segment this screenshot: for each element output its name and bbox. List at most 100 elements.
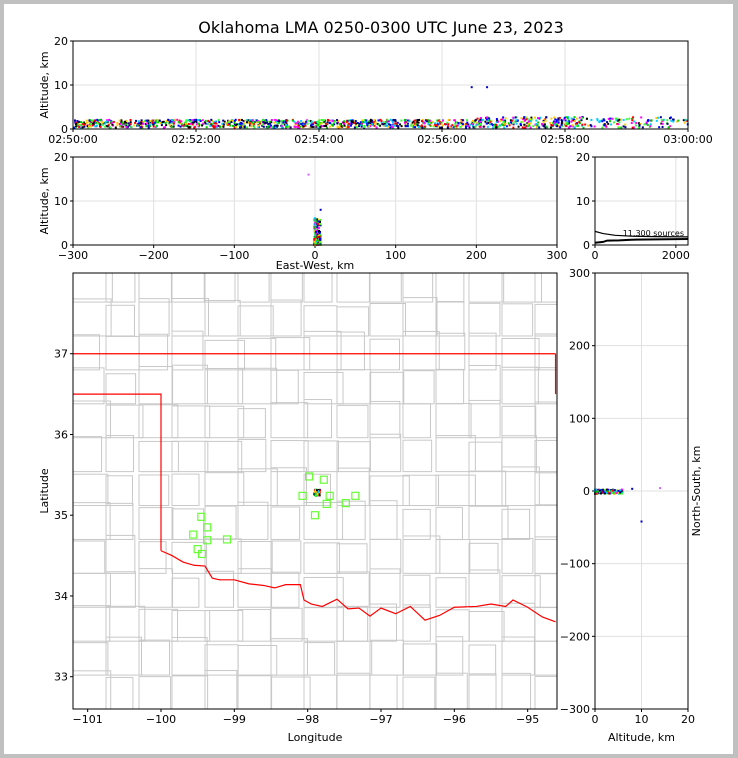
p1-source-point	[509, 119, 512, 122]
county-boundary	[402, 273, 434, 303]
p2-source-point	[317, 230, 320, 233]
p1-source-point	[556, 125, 559, 128]
p1-source-point	[581, 123, 584, 126]
county-boundary	[534, 640, 557, 676]
county-boundary	[402, 508, 431, 540]
p1-source-point	[436, 119, 439, 122]
p5-source-point	[617, 491, 620, 494]
p1-source-point	[406, 119, 409, 122]
p1-source-point	[106, 125, 109, 128]
p1-source-point	[436, 123, 439, 126]
p1-source-point	[302, 125, 305, 128]
p1-source-point	[474, 126, 477, 129]
p1-source-point	[211, 119, 214, 122]
p1-source-point	[222, 119, 225, 122]
p1-source-point	[406, 124, 409, 127]
p1-source-point	[98, 122, 101, 125]
p3-ytick-label: 0	[583, 239, 590, 252]
p1-source-point	[281, 122, 284, 125]
p2-source-point	[314, 228, 317, 231]
p1-source-point	[521, 126, 524, 129]
p1-source-point	[137, 124, 140, 127]
p1-source-point	[214, 120, 217, 123]
p1-source-point	[185, 120, 188, 123]
p1-source-point	[485, 118, 488, 121]
p1-source-point	[222, 125, 225, 128]
p2-source-point	[317, 223, 320, 226]
p1-source-point	[271, 125, 274, 128]
p1-source-point	[478, 124, 481, 127]
county-boundary	[435, 672, 468, 709]
p1-source-point	[414, 119, 417, 122]
p1-source-point	[392, 118, 395, 121]
p1-source-point	[145, 119, 148, 122]
p1-source-point	[177, 124, 180, 127]
p1-source-point	[276, 124, 279, 127]
p1-source-point	[326, 126, 329, 129]
p1-source-point	[617, 126, 620, 129]
p1-source-point	[478, 120, 481, 123]
county-boundary	[402, 604, 431, 642]
p1-source-point	[525, 124, 528, 127]
p1-source-point	[96, 120, 99, 123]
p1-source-point	[209, 124, 212, 127]
p2-source-point	[315, 241, 318, 244]
p1-source-point	[178, 121, 181, 124]
p1-source-point	[88, 119, 91, 122]
p1-source-point	[275, 125, 278, 128]
p1-source-point	[236, 123, 239, 126]
p1-source-point	[191, 123, 194, 126]
p1-source-point	[485, 122, 488, 125]
p1-source-point	[517, 125, 520, 128]
p1-source-point	[77, 123, 80, 126]
p1-source-point	[315, 124, 318, 127]
county-boundary	[237, 501, 269, 540]
p5-source-point	[608, 492, 611, 495]
p1-source-point	[257, 125, 260, 128]
map-source-point	[316, 492, 319, 495]
p1-source-point	[240, 124, 243, 127]
county-boundary	[303, 576, 344, 608]
p1-source-point	[144, 123, 147, 126]
p1-source-point	[270, 124, 273, 127]
p3-ytick-label: 10	[576, 195, 590, 208]
p1-source-point	[670, 119, 673, 122]
p1-source-point	[268, 120, 271, 123]
p1-source-point	[74, 121, 77, 124]
p1-source-point	[441, 124, 444, 127]
p4-xtick-label: −101	[73, 713, 103, 726]
p2-source-point	[307, 173, 310, 176]
map-source-points	[313, 488, 322, 497]
p2-source-point	[313, 238, 316, 241]
p1-source-point	[331, 120, 334, 123]
p1-source-point	[454, 121, 457, 124]
p1-source-point	[492, 125, 495, 128]
p4-xtick-label: −99	[223, 713, 246, 726]
p1-source-point	[239, 122, 242, 125]
p1-source-point	[250, 125, 253, 128]
p1-source-point	[300, 123, 303, 126]
p1-source-point	[524, 116, 527, 119]
p1-source-point	[368, 125, 371, 128]
county-boundary	[303, 330, 342, 371]
p5-source-point	[596, 490, 599, 493]
county-boundary	[402, 574, 431, 608]
p1-source-point	[250, 123, 253, 126]
p1-source-point	[515, 119, 518, 122]
p1-source-point	[275, 120, 278, 123]
p1-source-point	[230, 120, 233, 123]
county-boundary	[237, 609, 271, 642]
p1-source-point	[219, 125, 222, 128]
p1-source-point	[274, 126, 277, 129]
county-boundary	[73, 436, 103, 473]
chart-title: Oklahoma LMA 0250-0300 UTC June 23, 2023	[198, 18, 564, 37]
p1-source-point	[165, 119, 168, 122]
p1-source-point	[359, 121, 362, 124]
county-boundary	[568, 438, 604, 472]
p1-source-point	[561, 125, 564, 128]
p1-source-point	[223, 120, 226, 123]
p1-source-point	[490, 123, 493, 126]
p1-source-point	[523, 126, 526, 129]
p1-source-point	[542, 123, 545, 126]
p1-source-point	[567, 118, 570, 121]
